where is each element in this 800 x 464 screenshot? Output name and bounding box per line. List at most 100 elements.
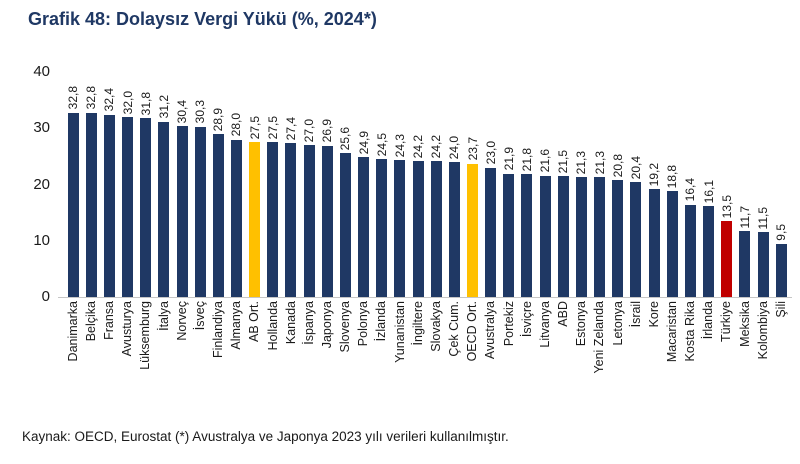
x-axis-label-cell: Avusturya bbox=[120, 297, 135, 417]
bar bbox=[376, 159, 388, 297]
x-axis-label-cell: Meksika bbox=[737, 297, 752, 417]
bar-value-label: 31,8 bbox=[138, 91, 153, 116]
bar-plot-cell: 24,5 bbox=[375, 72, 389, 297]
x-axis-label: Şili bbox=[773, 301, 788, 318]
x-axis-label: Kosta Rika bbox=[683, 301, 698, 362]
bar-column: 23,7 OECD Ort. bbox=[463, 72, 481, 417]
bar-column: 32,4 Fransa bbox=[100, 72, 118, 417]
bar bbox=[703, 206, 715, 297]
x-axis-label-cell: Slovenya bbox=[338, 297, 352, 417]
bar bbox=[467, 163, 479, 297]
bar-value-label: 21,3 bbox=[574, 150, 589, 175]
bar-column: 13,5 Türkiye bbox=[718, 72, 736, 417]
y-axis-tick-label: 0 bbox=[41, 288, 50, 305]
bar-plot-cell: 30,4 bbox=[175, 72, 190, 297]
bar-value-label: 21,9 bbox=[501, 147, 516, 171]
bar-plot-cell: 23,0 bbox=[483, 72, 498, 297]
bar-plot-cell: 28,0 bbox=[229, 72, 243, 297]
bar-value-label: 18,8 bbox=[665, 164, 680, 189]
bar-column: 28,0 Almanya bbox=[227, 72, 245, 417]
x-axis-label: Finlandiya bbox=[211, 301, 226, 358]
x-axis-label: Avusturya bbox=[120, 301, 135, 357]
x-axis-label-cell: Slovakya bbox=[428, 297, 443, 417]
x-axis-label: İngiltere bbox=[410, 301, 425, 346]
y-axis-tick-label: 30 bbox=[33, 119, 50, 137]
bar bbox=[485, 167, 497, 297]
bar-value-label: 24,9 bbox=[356, 130, 371, 154]
bar-plot-cell: 32,8 bbox=[66, 72, 80, 297]
x-axis-label-cell: İzlanda bbox=[374, 297, 388, 417]
bar-plot-cell: 24,2 bbox=[411, 72, 425, 297]
x-axis-label-cell: İsveç bbox=[193, 297, 207, 417]
bar-plot-cell: 20,4 bbox=[629, 72, 643, 297]
x-axis-label-cell: Japonya bbox=[320, 297, 334, 417]
bar-column: 27,0 İspanya bbox=[300, 72, 318, 417]
bar bbox=[176, 126, 188, 297]
bar bbox=[775, 243, 787, 297]
bar-plot-cell: 25,6 bbox=[338, 72, 353, 297]
x-axis-label: Hollanda bbox=[265, 301, 280, 351]
bar bbox=[521, 174, 533, 297]
x-axis-label: Polonya bbox=[356, 301, 371, 347]
bar bbox=[412, 160, 424, 297]
bar bbox=[303, 145, 315, 297]
x-axis-label-cell: AB Ort. bbox=[247, 297, 261, 417]
bar-value-label: 13,5 bbox=[719, 194, 734, 219]
bar-value-label: 32,8 bbox=[84, 86, 99, 110]
x-axis-label: Almanya bbox=[229, 301, 244, 350]
bar-value-label: 11,5 bbox=[756, 206, 771, 230]
x-axis-label: OECD Ort. bbox=[465, 301, 480, 362]
bar-plot-cell: 16,4 bbox=[683, 72, 697, 297]
chart-title: Grafik 48: Dolaysız Vergi Yükü (%, 2024*… bbox=[28, 9, 377, 29]
bar-value-label: 16,1 bbox=[701, 180, 716, 204]
bar-value-label: 32,4 bbox=[102, 88, 117, 112]
x-axis-label: Yunanistan bbox=[392, 301, 407, 363]
bar-value-label: 30,4 bbox=[175, 99, 190, 123]
x-axis-label: İtalya bbox=[156, 301, 171, 331]
bar bbox=[648, 189, 660, 297]
bar-value-label: 23,0 bbox=[483, 141, 498, 165]
x-axis-label: Slovakya bbox=[428, 301, 443, 352]
bar-plot-cell: 31,2 bbox=[157, 72, 171, 297]
source-note: Kaynak: OECD, Eurostat (*) Avustralya ve… bbox=[22, 429, 509, 444]
x-axis-label: Portekiz bbox=[501, 301, 516, 347]
x-axis-label: Letonya bbox=[610, 301, 625, 346]
x-axis-label: Meksika bbox=[737, 301, 752, 347]
bar bbox=[67, 112, 79, 297]
y-axis-tick-label: 20 bbox=[33, 175, 50, 193]
bar-value-label: 20,8 bbox=[610, 153, 625, 177]
x-axis-label: Avustralya bbox=[483, 301, 498, 360]
bar-plot-cell: 26,9 bbox=[320, 72, 334, 297]
bar bbox=[448, 162, 460, 297]
bar-value-label: 30,3 bbox=[193, 100, 208, 124]
bar-value-label: 23,7 bbox=[465, 137, 480, 161]
bar-column: 24,2 Slovakya bbox=[427, 72, 445, 417]
bar-plot-cell: 31,8 bbox=[138, 72, 153, 297]
bar bbox=[666, 191, 678, 297]
bar-value-label: 25,6 bbox=[338, 126, 353, 150]
bar bbox=[503, 173, 515, 297]
x-axis-label-cell: İsrail bbox=[629, 297, 643, 417]
bar-column: 16,4 Kosta Rika bbox=[681, 72, 699, 417]
bar-column: 26,9 Japonya bbox=[318, 72, 336, 417]
bar bbox=[684, 204, 696, 297]
bar-column: 20,8 Letonya bbox=[609, 72, 627, 417]
x-axis-label-cell: Finlandiya bbox=[211, 297, 226, 417]
x-axis-label-cell: Hollanda bbox=[265, 297, 280, 417]
bar-value-label: 21,6 bbox=[538, 149, 553, 173]
bar-plot-cell: 24,3 bbox=[393, 72, 407, 297]
bar-column: 21,3 Yeni Zelanda bbox=[591, 72, 609, 417]
bar-value-label: 19,2 bbox=[647, 162, 662, 186]
bar-column: 28,9 Finlandiya bbox=[209, 72, 227, 417]
x-axis-label-cell: Kore bbox=[647, 297, 661, 417]
x-axis-label-cell: Portekiz bbox=[501, 297, 516, 417]
bar bbox=[594, 177, 606, 297]
bar-plot-cell: 28,9 bbox=[211, 72, 225, 297]
bar-value-label: 27,5 bbox=[265, 115, 280, 140]
x-axis-line bbox=[58, 297, 792, 298]
bar-plot-cell: 21,3 bbox=[592, 72, 607, 297]
bar bbox=[757, 232, 769, 297]
bar-value-label: 21,3 bbox=[592, 150, 607, 175]
bar-plot-cell: 11,7 bbox=[738, 72, 752, 297]
bar-column: 24,2 İngiltere bbox=[409, 72, 427, 417]
